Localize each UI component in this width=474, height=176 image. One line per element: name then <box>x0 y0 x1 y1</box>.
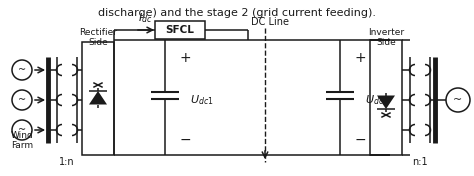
Text: $U_{dc2}$: $U_{dc2}$ <box>365 93 389 107</box>
Text: SFCL: SFCL <box>165 25 194 35</box>
Text: Inverter
Side: Inverter Side <box>368 28 404 47</box>
Text: ~: ~ <box>18 95 26 105</box>
Polygon shape <box>377 96 395 109</box>
Text: −: − <box>354 133 366 147</box>
Text: ~: ~ <box>453 95 463 105</box>
Text: ~: ~ <box>18 125 26 135</box>
Text: −: − <box>179 133 191 147</box>
Text: DC Line: DC Line <box>251 17 289 27</box>
Text: n:1: n:1 <box>412 157 428 167</box>
Text: ~: ~ <box>18 65 26 75</box>
Bar <box>155 21 205 39</box>
Text: Wind
Farm: Wind Farm <box>10 131 33 150</box>
Text: $U_{dc1}$: $U_{dc1}$ <box>190 93 214 107</box>
Bar <box>82 42 114 155</box>
Text: $I_{dc}$: $I_{dc}$ <box>138 11 152 25</box>
Text: Rectifier
Side: Rectifier Side <box>79 28 117 47</box>
Text: 1:n: 1:n <box>59 157 75 167</box>
Bar <box>370 40 402 155</box>
Text: +: + <box>179 51 191 65</box>
Text: discharge) and the stage 2 (grid current feeding).: discharge) and the stage 2 (grid current… <box>98 8 376 18</box>
Polygon shape <box>89 91 107 105</box>
Text: +: + <box>354 51 366 65</box>
